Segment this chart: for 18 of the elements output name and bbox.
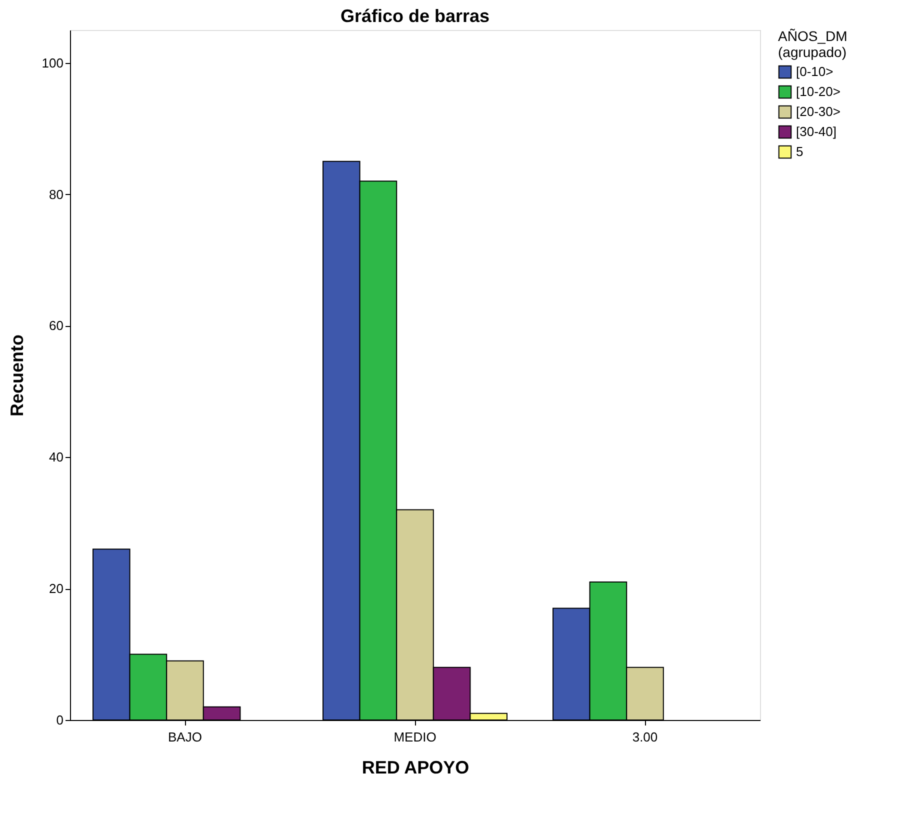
y-axis-title: Recuento: [6, 334, 27, 417]
y-tick-label: 60: [49, 318, 64, 334]
y-tick-label: 0: [56, 712, 64, 728]
y-tick-label: 40: [49, 450, 64, 465]
x-axis-title: RED APOYO: [362, 758, 470, 778]
legend-label: [10-20>: [796, 84, 840, 99]
x-tick-label: MEDIO: [394, 730, 436, 744]
y-tick-label: 20: [49, 581, 64, 596]
legend-label: [20-30>: [796, 104, 840, 119]
x-tick-label: BAJO: [168, 730, 202, 744]
legend-title: AÑOS_DM (agrupado): [778, 28, 848, 60]
legend-label: 5: [796, 144, 804, 159]
y-tick-label: 80: [49, 186, 64, 202]
legend-label: [30-40]: [796, 124, 836, 139]
y-tick-label: 100: [42, 55, 64, 70]
x-tick-label: 3.00: [632, 730, 658, 744]
legend-label: [0-10>: [796, 64, 834, 79]
chart-title: Gráfico de barras: [340, 6, 490, 26]
